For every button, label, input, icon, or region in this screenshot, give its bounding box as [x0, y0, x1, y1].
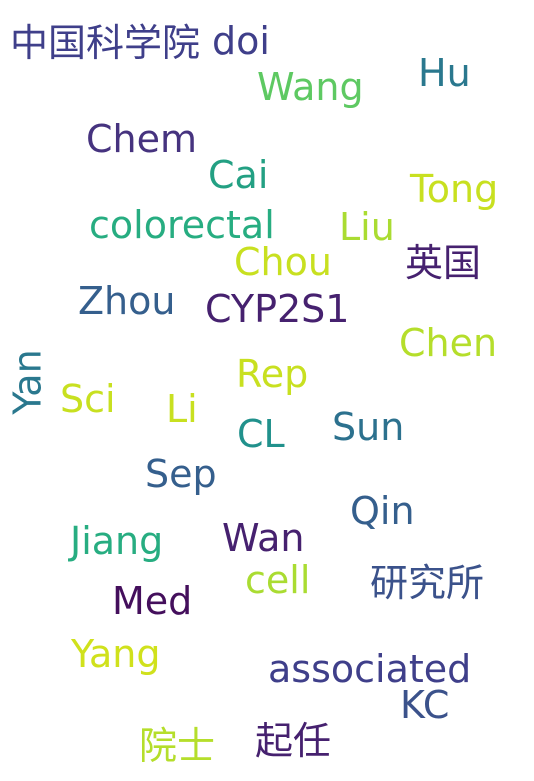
- word-wan: Wan: [222, 516, 305, 560]
- word-jiang: Jiang: [70, 519, 164, 563]
- word-qin: Qin: [350, 489, 415, 533]
- word-zhongguokexueyuan: 中国科学院: [10, 21, 201, 65]
- word-sep: Sep: [145, 452, 217, 496]
- word-chou: Chou: [234, 240, 332, 284]
- word-yanjiusuo: 研究所: [370, 561, 485, 605]
- word-chem: Chem: [86, 117, 198, 161]
- word-doi: doi: [212, 19, 270, 63]
- word-liu: Liu: [339, 205, 395, 249]
- word-wang: Wang: [257, 65, 364, 109]
- word-yingguo: 英国: [405, 241, 482, 285]
- word-zhou: Zhou: [78, 279, 176, 323]
- word-yuanshi: 院士: [139, 724, 216, 768]
- word-qiren: 起任: [255, 719, 332, 763]
- word-rep: Rep: [236, 352, 309, 396]
- word-cl: CL: [237, 412, 285, 456]
- word-tong: Tong: [410, 167, 499, 211]
- word-associated: associated: [268, 647, 472, 691]
- word-sci: Sci: [60, 377, 116, 421]
- word-cyp2s1: CYP2S1: [205, 287, 350, 331]
- word-chen: Chen: [399, 321, 498, 365]
- word-kc: KC: [400, 683, 450, 727]
- word-yang: Yang: [71, 632, 161, 676]
- word-hu: Hu: [418, 51, 471, 95]
- word-cell: cell: [245, 558, 311, 602]
- word-li: Li: [166, 387, 198, 431]
- word-med: Med: [112, 579, 193, 623]
- word-colorectal: colorectal: [89, 203, 275, 247]
- word-cai: Cai: [208, 153, 269, 197]
- word-sun: Sun: [332, 405, 405, 449]
- word-yan: Yan: [5, 349, 50, 415]
